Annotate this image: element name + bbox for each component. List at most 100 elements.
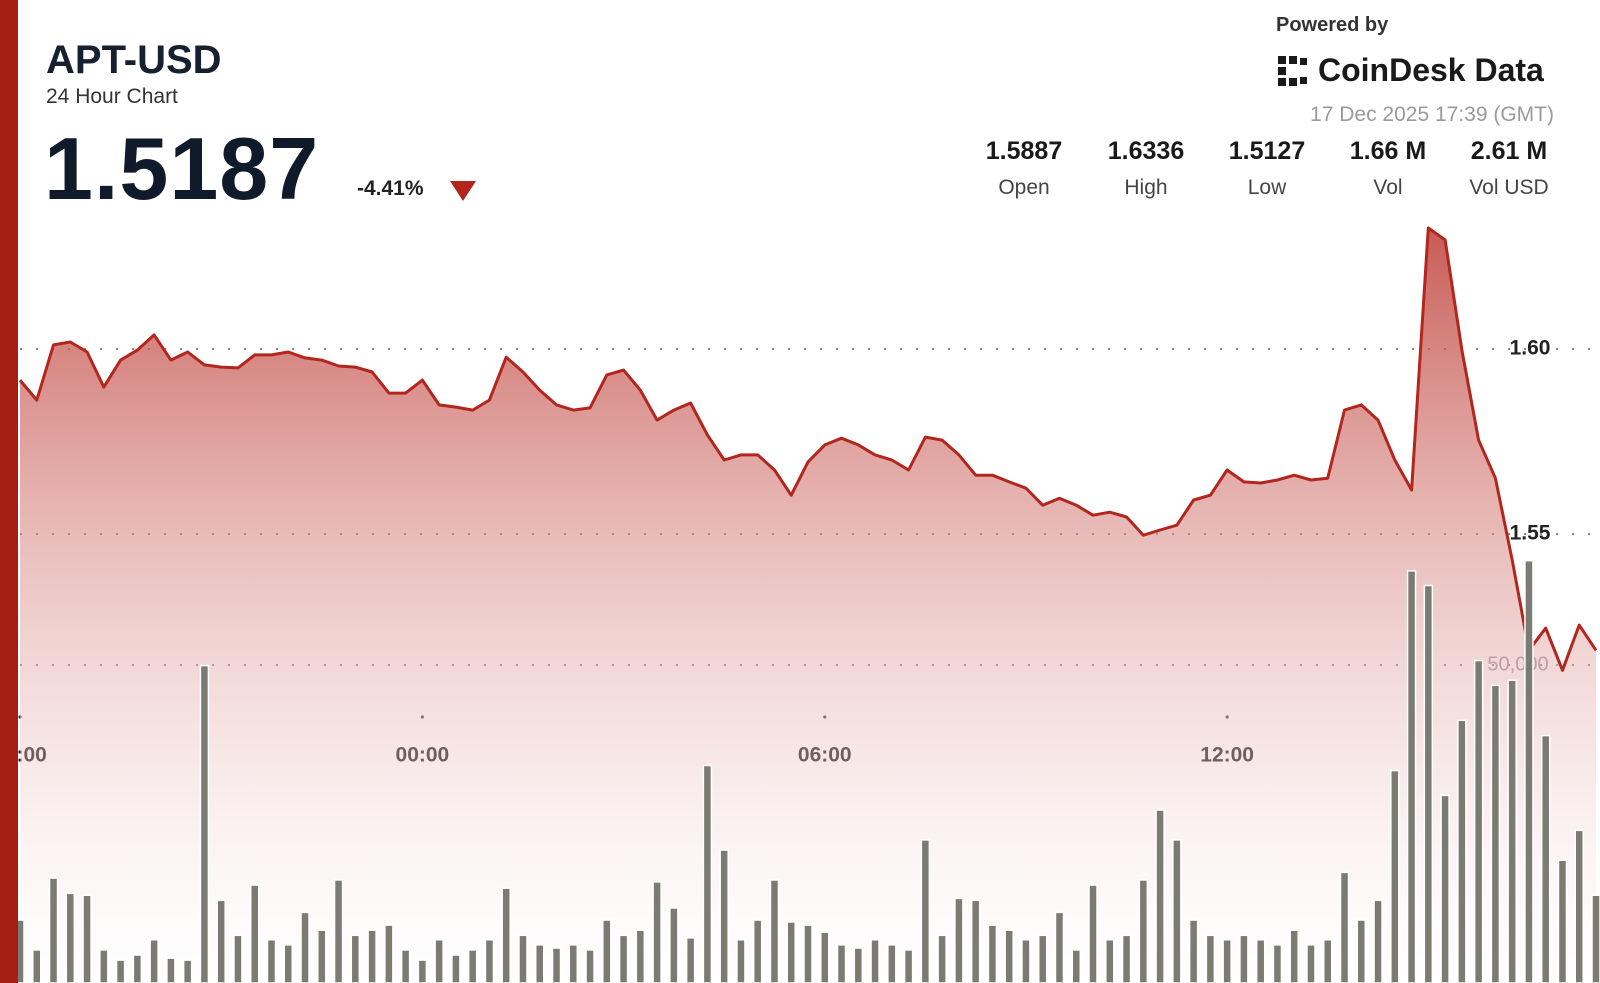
volume-bar (937, 934, 947, 983)
volume-bar (1406, 570, 1417, 983)
volume-bar (719, 849, 729, 983)
stat-value: 1.5887 (985, 137, 1063, 165)
volume-bar (1037, 934, 1048, 983)
volume-bar (769, 879, 780, 983)
volume-bar (1289, 929, 1299, 983)
price-change: -4.41% (357, 177, 424, 200)
volume-bar (82, 894, 92, 983)
powered-by: Powered by (1276, 14, 1389, 36)
volume-bar (367, 929, 377, 983)
volume-bar (970, 899, 981, 983)
volume-bar (149, 939, 159, 983)
y-tick-label: 1.60 (1510, 337, 1551, 360)
volume-bar (635, 929, 646, 983)
current-price: 1.5187 (44, 119, 320, 218)
stat-value: 1.66 M (1349, 137, 1427, 165)
stat-value: 2.61 M (1470, 137, 1548, 165)
volume-bar (166, 957, 176, 983)
volume-bar (1205, 934, 1216, 983)
volume-bar (1473, 659, 1484, 983)
volume-bar (1222, 939, 1232, 983)
volume-bar (467, 949, 478, 983)
volume-bar (484, 939, 495, 983)
volume-bar (132, 954, 143, 983)
volume-bar (551, 947, 562, 983)
volume-bar (585, 949, 595, 983)
volume-bar (1423, 584, 1434, 983)
volume-bar (115, 959, 126, 983)
volume-bar (1172, 839, 1182, 983)
volume-bar (518, 934, 528, 983)
volume-bar (233, 934, 243, 983)
timestamp: 17 Dec 2025 17:39 (GMT) (1310, 103, 1554, 126)
volume-bar (249, 884, 260, 983)
volume-bar (283, 944, 294, 983)
brand: CoinDesk Data (1276, 52, 1544, 89)
volume-bar (786, 921, 796, 983)
volume-bar (652, 881, 662, 983)
volume-bar (1507, 679, 1517, 983)
stat: 1.5127 Low (1207, 137, 1327, 200)
volume-bar (1138, 879, 1149, 983)
volume-bar (32, 949, 42, 983)
volume-bar (954, 897, 964, 983)
stat: 1.66 M Vol (1328, 137, 1448, 200)
stat-label: Open (998, 176, 1050, 199)
volume-bar (702, 764, 713, 983)
volume-bar (820, 931, 830, 983)
volume-bar (602, 919, 612, 983)
price-line (18, 226, 1598, 672)
stat-label: Vol (1373, 176, 1403, 199)
volume-bar (417, 959, 428, 983)
volume-bar (1440, 794, 1450, 983)
volume-bar (333, 879, 344, 983)
volume-bar (887, 944, 897, 983)
volume-bar (853, 947, 864, 983)
volume-bar (1356, 919, 1367, 983)
volume-bar (1540, 734, 1551, 983)
stat-label: Vol USD (1469, 176, 1549, 199)
volume-bar (1021, 939, 1031, 983)
volume-bar (182, 959, 193, 983)
stat-value: 1.6336 (1107, 137, 1185, 165)
stat-label: High (1124, 176, 1168, 199)
volume-bar (669, 907, 679, 983)
volume-bar (1239, 934, 1249, 983)
volume-bar (736, 939, 746, 983)
stat-label: Low (1247, 176, 1287, 199)
stat: 2.61 M Vol USD (1449, 137, 1569, 200)
volume-bar (534, 944, 545, 983)
volume-bar (384, 924, 394, 983)
volume-bar (48, 877, 59, 983)
stat-value: 1.5127 (1228, 137, 1306, 165)
volume-bar (99, 949, 109, 983)
volume-bar (501, 887, 511, 983)
symbol: APT-USD (46, 38, 222, 82)
volume-bar (987, 924, 998, 983)
volume-bar (350, 934, 361, 983)
volume-bar (870, 939, 880, 983)
brand-logo (1278, 55, 1307, 86)
price-area (20, 228, 1596, 983)
volume-bar (65, 892, 76, 983)
volume-bar (1524, 559, 1534, 983)
volume-bar (1071, 949, 1082, 983)
volume-bar (1574, 829, 1584, 983)
brand-name: CoinDesk Data (1318, 52, 1544, 88)
volume-bar (1105, 939, 1115, 983)
y-tick-label: 1.55 (1510, 522, 1551, 545)
down-arrow (450, 181, 476, 201)
volume-bar (1088, 884, 1098, 983)
volume-bar (752, 919, 763, 983)
volume-bar (1004, 929, 1014, 983)
volume-bar (803, 924, 813, 983)
volume-bar (1121, 934, 1132, 983)
volume-bar (920, 839, 931, 983)
volume-bar (1155, 809, 1165, 983)
volume-bar (1339, 871, 1350, 983)
volume-bar (1557, 859, 1568, 983)
stat: 1.5887 Open (964, 137, 1084, 200)
volume-bar (1390, 769, 1400, 983)
volume-bar (1306, 944, 1316, 983)
